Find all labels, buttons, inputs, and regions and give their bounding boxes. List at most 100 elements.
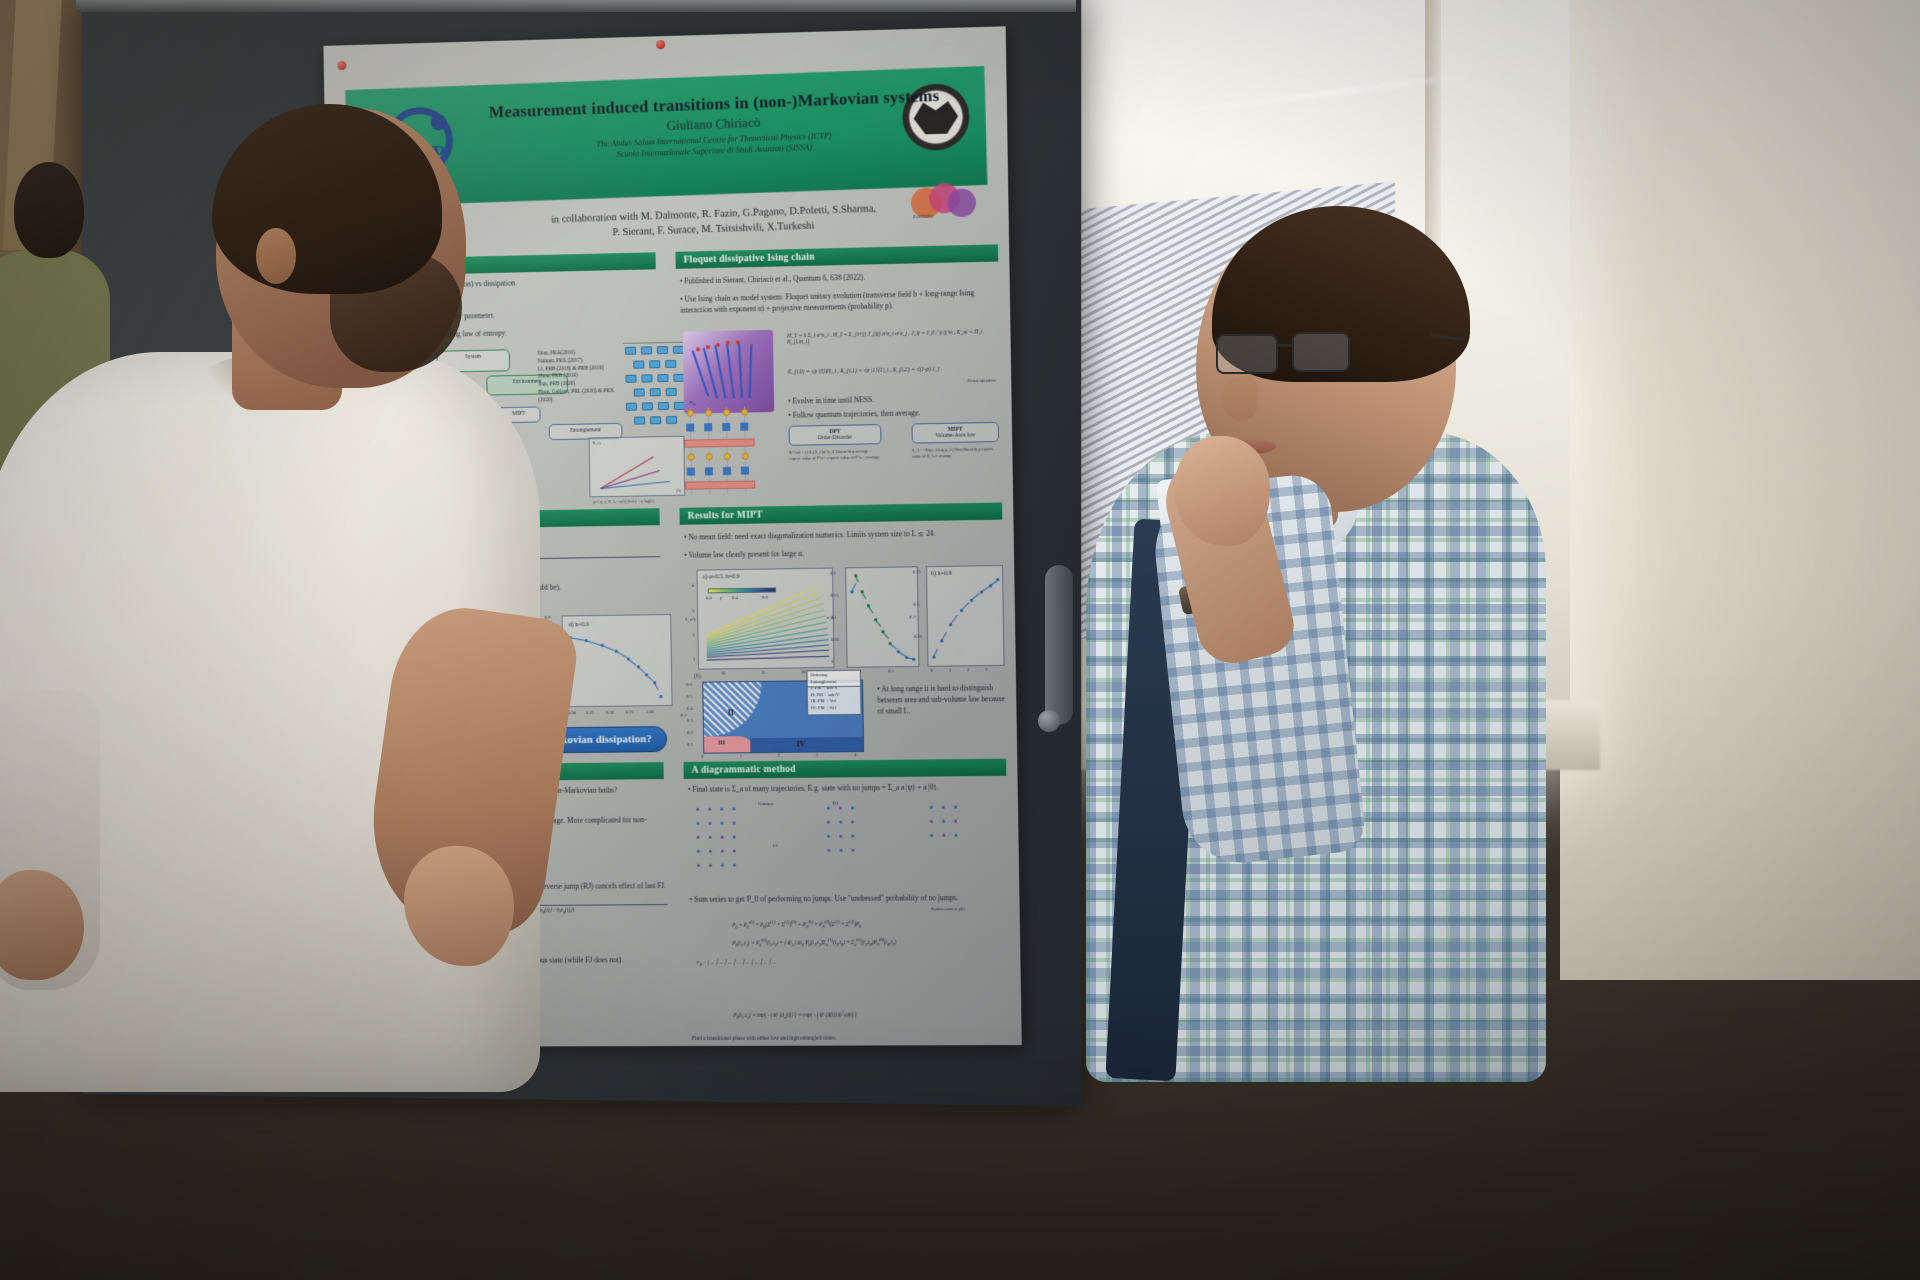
chart-c-ytick-3: 0.15 xyxy=(830,592,839,598)
chart-b-title: b) h=0.9 xyxy=(931,570,952,578)
collab-line-2: P. Sierant, F. Surace, M. Tsitsishvili, … xyxy=(612,220,815,239)
poster-board-knob xyxy=(1038,710,1060,732)
phase-diagram-title: (b) xyxy=(694,673,701,680)
poster-footer-note: Find a transitional phase with either lo… xyxy=(691,1035,837,1042)
phase-ytick-2: 0.3 xyxy=(686,717,693,723)
eyeglasses-left-lens xyxy=(1216,334,1278,374)
mipt-bullet-2-text: Volume law clearly present for large α. xyxy=(688,548,805,560)
diag-eq-2: P0(t1,t2) = P0(0)(t1,t2) + ∫ dt3 ∫ dt4 P… xyxy=(732,936,897,948)
diag-bullet-2-text: Sum series to get P_0 of performing no j… xyxy=(693,893,959,904)
chart-a-ytick-1: 1 xyxy=(692,656,696,662)
entropy-annotation-1: p < p_c, S_A = a|A| (vol.) + a log|A| xyxy=(593,498,655,505)
diag-eq-1: P0 = P0(0) + P0(Σ(1) + Σ(2))(0) = P0(0) … xyxy=(732,918,862,930)
phase-ytick-4: 0.5 xyxy=(686,693,693,699)
chart-a-xtick-0: 10 xyxy=(721,670,726,676)
intro-references: Diaz, PRA(2016) Nahum, PRX (2017) Li, PR… xyxy=(538,349,618,405)
entropy-schematic-plot: S_A |A| xyxy=(588,435,686,498)
mipt-bullet-3-text: At long range it is hard to distinguish … xyxy=(877,683,1005,716)
floquet-bullet-2-text: Use Ising chain as model system: Floquet… xyxy=(680,288,975,315)
chart-c-ytick-4: 0.2 xyxy=(830,570,836,576)
box-mipt: MIPT Volume-Area law xyxy=(911,421,1000,444)
poster-board-clamp xyxy=(1045,565,1073,725)
floquet-bullet-4: • Follow quantum trajectories, then aver… xyxy=(788,408,921,420)
chart-c-ytick-0: 0 xyxy=(831,658,834,664)
floquet-bullet-3-text: Evolve in time until NESS. xyxy=(792,395,874,406)
chart-a-ytick-2: 2 xyxy=(692,632,695,638)
phase-ytick-1: 0.2 xyxy=(686,729,693,735)
section-bar-floquet: Floquet dissipative Ising chain xyxy=(675,244,999,269)
collaboration-credits: in collaboration with M. Dalmonte, R. Fa… xyxy=(454,198,975,246)
chart-a-cbar-tick-0: 0.0 xyxy=(705,595,712,601)
eyeglasses-right-lens xyxy=(1292,332,1350,372)
chart-b-xtick-1: 1 xyxy=(948,667,952,673)
phase-xtick-1: 1 xyxy=(739,753,742,759)
kraus-circuit-diagram xyxy=(682,406,784,494)
ising-chain-illustration: Km xyxy=(682,329,775,414)
collab-line-1: in collaboration with M. Dalmonte, R. Fa… xyxy=(550,203,877,226)
phase-ylabel: p_c xyxy=(680,711,688,717)
chart-b-plot: b) h=0.9 0.75 0.5 0.25 p_c 0 1 2 3 xyxy=(909,565,1005,673)
chart-a-cbar-label: p xyxy=(719,595,723,601)
diag-bullet-1: • Final state is Σ_a of many trajectorie… xyxy=(687,782,939,794)
chart-b-ytick-0: 0.25 xyxy=(913,633,923,639)
box-mipt-subtitle: Volume-Area law xyxy=(935,432,976,440)
chart-a-ytick-3: 3 xyxy=(692,608,695,614)
phase-region-III-label: III xyxy=(718,740,726,747)
pin-red-topleft xyxy=(337,61,347,71)
phase-xtick-4: 4 xyxy=(854,752,857,758)
entropy-x-label: |A| xyxy=(675,487,682,493)
floquet-bullet-4-text: Follow quantum trajectories, then averag… xyxy=(792,408,921,420)
mipt-bullet-1-text: No mean field: need exact diagonalizatio… xyxy=(688,528,936,542)
ref-6: Huse, Gullans, PRL (2020) & PRX (2020) xyxy=(538,388,614,404)
chart-a-ylabel: S_vN xyxy=(685,616,696,622)
diag-bullet-2: • Sum series to get P_0 of performing no… xyxy=(689,893,959,904)
chart-c-plot: 0.2 0.15 0.1 0.05 0 σ_S 0 0.5 xyxy=(827,566,920,674)
diagram-dot-lattice xyxy=(696,805,1000,884)
phase-region-III-fill xyxy=(704,736,757,754)
chart-d-xtick-3: 0.75 xyxy=(625,709,634,715)
kraus-operators-label: Kraus operators xyxy=(967,377,996,384)
box-dpt-subtitle: Order-Disorder xyxy=(817,434,853,442)
floquet-kraus-eq: K_{i,0} = √p |0⟩⟨0|_i , K_{i,1} = √p |1⟩… xyxy=(787,366,940,376)
diag-bullet-1-text: Final state is Σ_a of many trajectories.… xyxy=(692,782,939,794)
chart-a-xtick-2: 20 xyxy=(801,669,807,675)
phase-legend-item-3: IV: FM + Vol xyxy=(810,705,836,711)
chart-a-title: a) α=0.5, h=0.9 xyxy=(702,573,740,581)
phase-legend-top: Ordering Entanglement xyxy=(806,669,862,688)
ref-4: Zhou, PRB (2019) xyxy=(537,373,578,381)
chart-b-xtick-0: 0 xyxy=(930,667,933,673)
chart-b-ytick-1: 0.5 xyxy=(913,601,920,607)
chart-b-ylabel: p_c xyxy=(909,613,917,619)
ref-2: Nahum, PRX (2017) xyxy=(537,357,583,365)
chart-a-xtick-1: 15 xyxy=(761,669,766,675)
chart-b-xtick-2: 2 xyxy=(967,667,970,673)
chart-d-plot: d) h=0.9 0.8 0.6 0.4 0.2 0.0 0.00 0.25 0… xyxy=(545,613,673,715)
chart-c-ytick-1: 0.05 xyxy=(831,636,840,642)
box-dpt: DPT Order-Disorder xyxy=(788,424,882,446)
floquet-bullet-2: • Use Ising chain as model system: Floqu… xyxy=(680,288,975,315)
phase-region-IV-fill xyxy=(750,736,865,754)
chart-b-ytick-2: 0.75 xyxy=(912,569,922,575)
chart-b-xtick-3: 3 xyxy=(985,667,988,673)
ref-5: Jian, PRB (2020) xyxy=(538,381,576,388)
phase-xtick-2: 2 xyxy=(777,752,780,758)
diag-eq-4: P0(t1,t2) = exp( −∫ dt ⟨Δa(t)⟩ ) ≃ exp( … xyxy=(733,1009,857,1020)
ref-3: Li, PRB (2018) & PRB (2019) xyxy=(537,364,604,373)
floquet-hamiltonian-eq: H_T = h Σ_i σ^x_i , H_I = Σ_{i<j} J_{ij}… xyxy=(787,329,983,346)
diag-positive-part-note: Positive part of ρ(t) xyxy=(931,906,965,912)
phase-region-II-label: II xyxy=(727,708,735,718)
box-dpt-body: X^{st} = (1/L) Σ_i ⟨σ^x_i⟩ Linear in ρ a… xyxy=(788,448,880,461)
chart-d-xtick-1: 0.25 xyxy=(585,709,594,715)
chart-d-title: d) h=0.9 xyxy=(568,622,589,629)
diagram-label-rj: RJ xyxy=(832,801,839,807)
section-bar-diagrammatic: A diagrammatic method xyxy=(683,758,1007,779)
phase-legend-top-1: Entanglement xyxy=(810,678,837,684)
chart-d-xtick-4: 1.00 xyxy=(645,709,654,715)
chart-c-ylabel: σ_S xyxy=(826,614,835,620)
diag-eq-3: P0 = ∫ ... ⎮ ... ⎮ ... ⎮ ... ⎮ ... ⎮ ...… xyxy=(696,960,777,967)
chart-c-xtick-1: 0.5 xyxy=(888,668,894,674)
chart-d-xtick-2: 0.50 xyxy=(605,709,614,715)
phase-xtick-3: 3 xyxy=(815,752,819,758)
diagram-label-unitary: Unitary xyxy=(758,802,774,808)
floquet-bullet-1-text: Published in Sierant, Chiriacò et al., Q… xyxy=(684,272,866,286)
